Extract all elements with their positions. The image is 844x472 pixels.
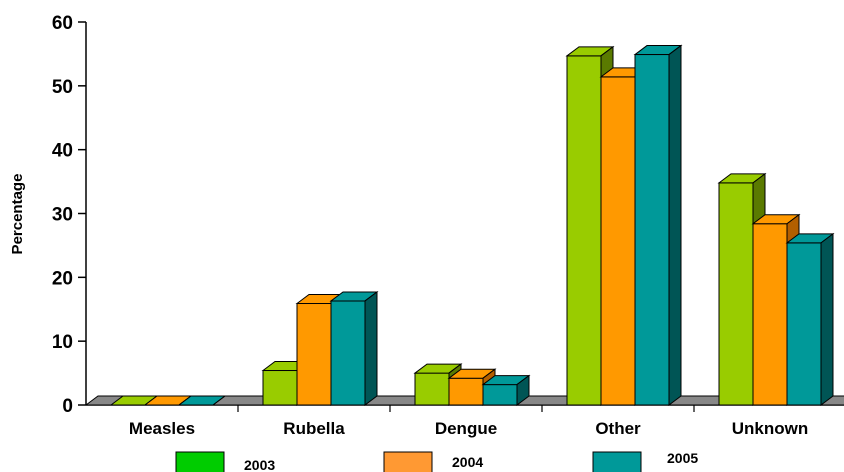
bar-front [482, 384, 518, 406]
legend-label: 2005 [667, 450, 698, 466]
y-tick-label: 50 [52, 77, 73, 98]
bar-front [600, 76, 636, 406]
bar-front [330, 300, 366, 406]
y-tick-label: 30 [52, 205, 73, 226]
y-tick-label: 60 [52, 13, 73, 34]
y-tick-labels: 0 10 20 30 40 50 60 [52, 13, 86, 417]
y-tick-label: 20 [52, 268, 73, 289]
legend-label: 2004 [452, 454, 483, 470]
category-label: Dengue [435, 419, 497, 438]
bar-side [364, 290, 378, 406]
bar-front [752, 223, 788, 406]
y-tick-label: 10 [52, 332, 73, 353]
bar-front [296, 303, 332, 406]
bar-front [786, 242, 822, 406]
bar-front [448, 377, 484, 406]
bar-side [668, 44, 682, 406]
legend-item: 2003 [175, 451, 275, 472]
bar-front [566, 55, 602, 406]
bar-side [820, 232, 834, 406]
bar-side [212, 395, 226, 406]
legend-swatch [383, 451, 433, 472]
legend-swatch [175, 451, 225, 472]
legend-swatch [592, 451, 642, 472]
bar-side [516, 374, 530, 406]
legend-item: 2005 [592, 450, 698, 472]
legend-item: 2004 [383, 451, 483, 472]
bar-front [262, 370, 298, 406]
bar-front [414, 372, 450, 406]
bar [481, 374, 531, 406]
bar [633, 44, 683, 406]
legend-label: 2003 [244, 457, 275, 472]
category-label: Other [595, 419, 641, 438]
bar [785, 232, 835, 406]
bar [177, 395, 227, 406]
bar-front [718, 182, 754, 406]
category-label: Unknown [732, 419, 809, 438]
bar-front [634, 54, 670, 406]
category-label: Measles [129, 419, 195, 438]
bars [109, 44, 835, 406]
category-labels: Measles Rubella Dengue Other Unknown [129, 419, 808, 438]
bar [329, 290, 379, 406]
y-tick-label: 40 [52, 141, 73, 162]
category-label: Rubella [283, 419, 345, 438]
y-tick-label: 0 [62, 396, 73, 417]
y-axis-label: Percentage [9, 174, 26, 255]
legend: 2003 2004 2005 [175, 450, 698, 472]
